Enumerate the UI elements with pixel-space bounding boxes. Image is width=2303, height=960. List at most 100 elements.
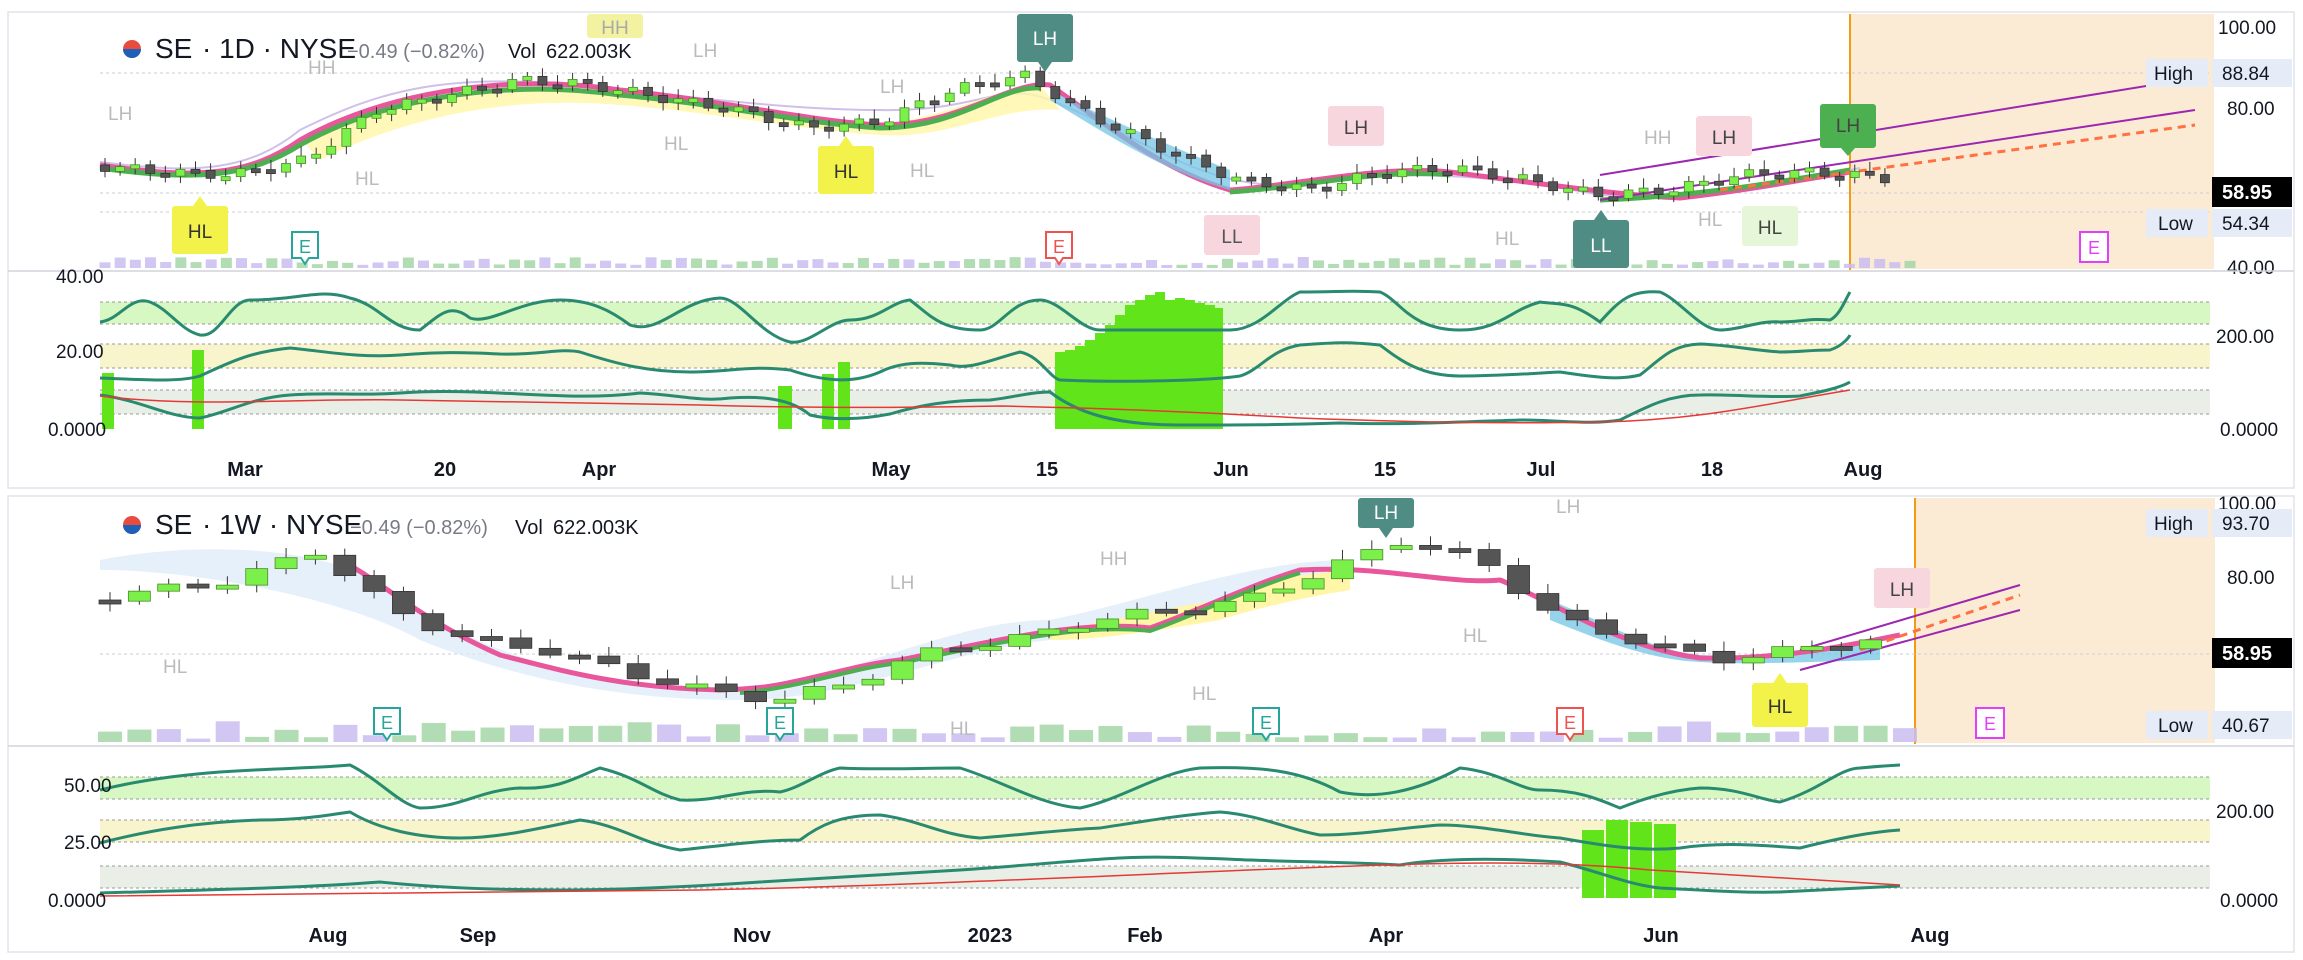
daily-panel[interactable]: HL LH HL LH LL LL LH	[7, 11, 2295, 489]
daily-vol-value: 622.003K	[546, 41, 632, 63]
candle-body	[477, 85, 488, 91]
volume-bar	[463, 260, 475, 268]
weekly-panel[interactable]: LH HL LH HH HL LH HL HL LH HL E E E	[7, 494, 2295, 953]
svg-text:LH: LH	[1344, 118, 1368, 139]
candle-body	[1367, 173, 1377, 178]
daily-price-axis[interactable]: 100.00 80.00 40.00 High 88.84 58.95 Low …	[2146, 18, 2292, 279]
volume-bar	[1221, 258, 1233, 268]
volume-bar	[736, 261, 748, 268]
volume-bar	[1707, 261, 1719, 268]
weekly-oscillator[interactable]: 50.00 25.00 0.0000 200.00 0.0000	[8, 745, 2294, 912]
candle-body	[1624, 633, 1648, 645]
weekly-change: −0.49 (−0.82%)	[350, 517, 488, 539]
volume-bar	[1858, 257, 1870, 268]
daily-oscillator[interactable]: 40.00 20.00 0.0000 200.00 0.0000	[8, 267, 2294, 441]
volume-bar	[1186, 725, 1211, 742]
weekly-faint-hl-3: HL	[1463, 626, 1487, 647]
candle-body	[1065, 98, 1076, 104]
volume-bar	[448, 263, 460, 268]
volume-bar	[600, 260, 612, 268]
volume-bar	[1555, 264, 1567, 268]
candle-body	[1243, 592, 1266, 602]
candle-body	[673, 98, 684, 104]
weekly-earnings-marker-1[interactable]: E	[373, 707, 401, 742]
daily-time-axis[interactable]: Mar 20 Apr May 15 Jun 15 Jul 18 Aug	[227, 459, 1882, 481]
candle-body	[1548, 181, 1558, 192]
weekly-vol-value: 622.003K	[553, 517, 639, 539]
candle-body	[1419, 545, 1442, 550]
volume-bar	[1481, 731, 1506, 742]
volume-bar	[598, 725, 623, 742]
volume-bar	[1069, 730, 1094, 742]
candle-body	[245, 568, 269, 586]
svg-text:LH: LH	[1890, 580, 1914, 601]
candle-body	[175, 168, 186, 177]
volume-bar	[1479, 263, 1491, 268]
volume-bar	[627, 722, 652, 742]
candle-body	[1140, 129, 1151, 140]
volume-bar	[1403, 262, 1415, 268]
volume-bar	[205, 259, 217, 268]
volume-bar	[1631, 264, 1643, 268]
weekly-earnings-marker-5[interactable]: E	[1975, 707, 2005, 739]
candle-body	[854, 118, 865, 125]
daily-symbol[interactable]: SE	[155, 33, 192, 64]
weekly-earnings-marker-3[interactable]: E	[1252, 707, 1280, 742]
earnings-marker-3[interactable]: E	[2079, 231, 2109, 263]
time-tick: Aug	[1844, 459, 1883, 481]
earnings-marker-2[interactable]: E	[1045, 231, 1073, 266]
volume-bar	[1373, 260, 1385, 268]
volume-bar	[509, 725, 534, 742]
candle-body	[480, 636, 503, 641]
volume-bar	[1889, 262, 1901, 268]
candle-body	[1699, 180, 1709, 186]
weekly-earnings-marker-2[interactable]: E	[766, 707, 794, 742]
time-tick: Mar	[227, 459, 263, 481]
volume-bar	[1692, 262, 1704, 268]
daily-interval[interactable]: · 1D · NYSE	[202, 33, 356, 64]
candle-body	[688, 97, 699, 103]
candle-body	[1472, 165, 1483, 171]
candle-body	[1741, 657, 1765, 664]
earnings-marker-1[interactable]: E	[291, 231, 319, 266]
candle-body	[626, 663, 650, 680]
weekly-price-axis[interactable]: 100.00 80.00 High 93.70 58.95 Low 40.67	[2146, 494, 2292, 739]
candle-body	[1291, 183, 1302, 190]
volume-bar	[1297, 257, 1309, 268]
volume-bar	[480, 727, 505, 742]
candle-body	[748, 106, 759, 112]
svg-text:HH: HH	[601, 18, 628, 39]
candle-body	[1050, 86, 1061, 100]
svg-text:LH: LH	[1712, 128, 1736, 149]
candle-body	[1080, 100, 1091, 109]
volume-bar	[933, 261, 945, 268]
candle-body	[1683, 181, 1694, 193]
candle-body	[1171, 151, 1181, 157]
candle-body	[1360, 549, 1384, 561]
weekly-earnings-marker-4[interactable]: E	[1556, 707, 1584, 742]
volume-bar	[372, 262, 384, 268]
weekly-interval[interactable]: · 1W · NYSE	[202, 509, 362, 540]
volume-bar	[186, 738, 211, 742]
swing-label-hl-3: HL	[1742, 206, 1798, 246]
weekly-symbol[interactable]: SE	[155, 509, 192, 540]
daily-volume-bars	[99, 257, 1916, 268]
candle-body	[416, 98, 427, 104]
weekly-time-axis[interactable]: Aug Sep Nov 2023 Feb Apr Jun Aug	[309, 925, 1950, 947]
candle-body	[1638, 187, 1649, 193]
volume-bar	[539, 728, 564, 742]
volume-bar	[873, 263, 885, 268]
svg-text:E: E	[299, 237, 311, 257]
candle-body	[1066, 627, 1090, 633]
daily-header[interactable]: SE · 1D · NYSE −0.49 (−0.82%) Vol 622.00…	[123, 33, 632, 64]
candle-body	[1336, 183, 1347, 191]
volume-bar	[1722, 259, 1734, 268]
swing-label-hh-1: HH	[587, 14, 643, 39]
weekly-header[interactable]: SE · 1W · NYSE −0.49 (−0.82%) Vol 622.00…	[123, 509, 639, 540]
candle-body	[1331, 559, 1354, 580]
candle-body	[250, 168, 261, 174]
volume-bar	[311, 264, 323, 268]
volume-bar	[1206, 264, 1218, 268]
volume-bar	[615, 263, 627, 268]
